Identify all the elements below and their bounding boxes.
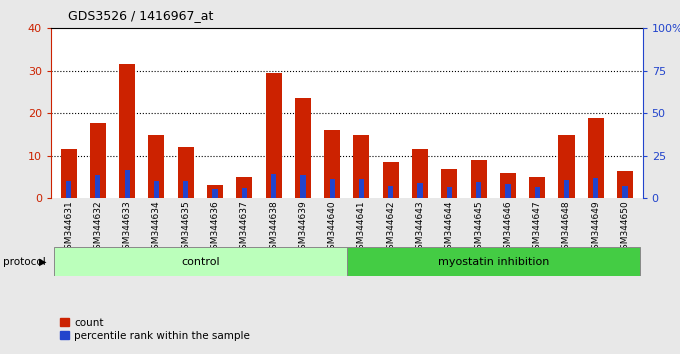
Bar xyxy=(119,64,135,198)
Bar xyxy=(558,135,575,198)
Bar xyxy=(354,135,369,198)
Bar xyxy=(588,118,604,198)
Bar xyxy=(347,247,640,276)
Text: GSM344648: GSM344648 xyxy=(562,201,571,255)
Bar xyxy=(154,181,159,198)
Bar xyxy=(124,170,130,198)
Text: GSM344638: GSM344638 xyxy=(269,201,278,255)
Text: GSM344650: GSM344650 xyxy=(621,201,630,255)
Text: GDS3526 / 1416967_at: GDS3526 / 1416967_at xyxy=(68,9,214,22)
Text: GSM344642: GSM344642 xyxy=(386,201,395,255)
Bar xyxy=(622,186,628,198)
Bar xyxy=(383,162,398,198)
Legend: count, percentile rank within the sample: count, percentile rank within the sample xyxy=(56,314,254,345)
Bar xyxy=(500,173,516,198)
Text: GSM344640: GSM344640 xyxy=(328,201,337,255)
Bar xyxy=(301,175,305,198)
Text: GSM344644: GSM344644 xyxy=(445,201,454,255)
Bar xyxy=(476,182,481,198)
Text: GSM344641: GSM344641 xyxy=(357,201,366,255)
Bar xyxy=(177,147,194,198)
Text: myostatin inhibition: myostatin inhibition xyxy=(437,257,549,267)
Bar xyxy=(241,188,247,198)
Bar xyxy=(418,183,423,198)
Bar xyxy=(148,135,165,198)
Text: GSM344635: GSM344635 xyxy=(182,201,190,255)
Text: GSM344645: GSM344645 xyxy=(474,201,483,255)
Text: GSM344649: GSM344649 xyxy=(591,201,600,255)
Bar xyxy=(54,247,347,276)
Bar xyxy=(66,181,71,198)
Bar xyxy=(90,122,106,198)
Bar xyxy=(95,175,101,198)
Bar xyxy=(359,179,364,198)
Bar xyxy=(412,149,428,198)
Bar xyxy=(324,130,340,198)
Text: GSM344633: GSM344633 xyxy=(122,201,132,255)
Bar xyxy=(236,177,252,198)
Bar xyxy=(183,181,188,198)
Bar xyxy=(265,73,282,198)
Text: protocol: protocol xyxy=(3,257,46,267)
Bar xyxy=(271,173,276,198)
Bar xyxy=(471,160,487,198)
Bar xyxy=(534,187,540,198)
Text: ▶: ▶ xyxy=(39,257,47,267)
Text: GSM344637: GSM344637 xyxy=(240,201,249,255)
Bar xyxy=(447,187,452,198)
Text: GSM344647: GSM344647 xyxy=(532,201,542,255)
Bar xyxy=(441,169,458,198)
Bar xyxy=(61,149,77,198)
Text: control: control xyxy=(181,257,220,267)
Bar xyxy=(593,178,598,198)
Text: GSM344646: GSM344646 xyxy=(503,201,512,255)
Bar xyxy=(295,98,311,198)
Bar xyxy=(564,181,569,198)
Bar xyxy=(207,185,223,198)
Text: GSM344631: GSM344631 xyxy=(64,201,73,255)
Text: GSM344636: GSM344636 xyxy=(211,201,220,255)
Bar xyxy=(617,171,633,198)
Bar xyxy=(330,179,335,198)
Text: GSM344643: GSM344643 xyxy=(415,201,424,255)
Text: GSM344639: GSM344639 xyxy=(299,201,307,255)
Text: GSM344632: GSM344632 xyxy=(93,201,103,255)
Bar xyxy=(212,189,218,198)
Bar xyxy=(505,184,511,198)
Text: GSM344634: GSM344634 xyxy=(152,201,161,255)
Bar xyxy=(529,177,545,198)
Bar xyxy=(388,186,393,198)
